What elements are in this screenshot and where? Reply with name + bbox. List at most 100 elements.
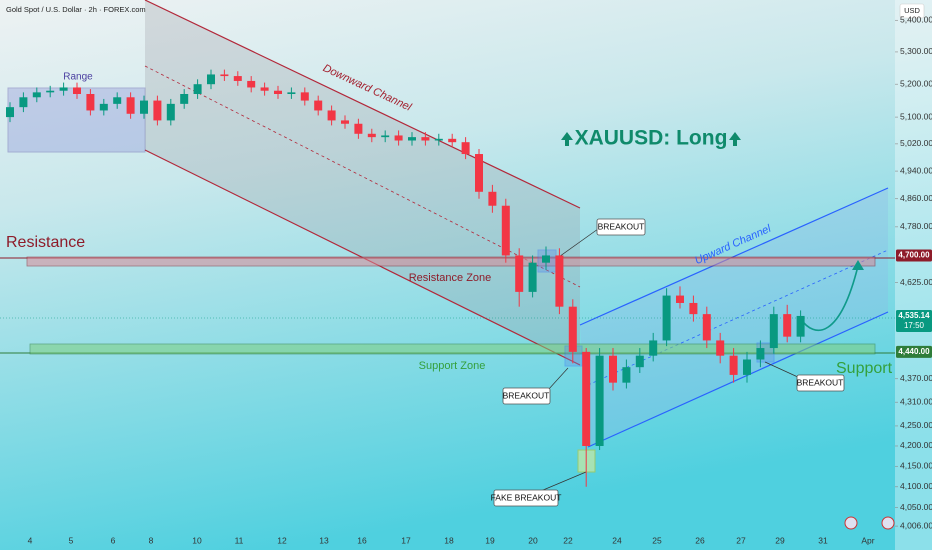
event-icon[interactable]	[881, 516, 895, 530]
resistance-zone	[26, 256, 876, 267]
callout-box	[796, 374, 845, 392]
y-tick-label: 5,020.00	[900, 138, 932, 148]
candle-body	[689, 302, 698, 315]
candles	[6, 69, 805, 487]
callout-leader	[547, 367, 569, 391]
candle-body	[86, 94, 95, 111]
candle-body	[408, 137, 416, 141]
candle-body	[140, 100, 148, 114]
x-tick-label: 29	[775, 535, 785, 545]
callout: BREAKOUT	[796, 374, 845, 392]
headline: XAUUSD: Long	[575, 127, 728, 150]
candle-body	[676, 295, 684, 303]
candle-body	[354, 123, 363, 134]
candle-body	[756, 348, 765, 360]
x-tick-label: 26	[695, 535, 705, 545]
x-tick-label: 25	[652, 535, 662, 545]
upward-channel-fill	[580, 188, 888, 447]
candle-body	[220, 74, 229, 77]
candle-body	[113, 97, 122, 104]
callout-box	[596, 218, 646, 236]
callout-leader	[555, 228, 599, 260]
candle-body	[595, 355, 604, 446]
price-axis	[895, 0, 932, 550]
candle-body	[381, 135, 390, 138]
candle-body	[769, 314, 778, 349]
candle-body	[649, 340, 658, 356]
x-tick-label: 19	[485, 535, 495, 545]
candle-body	[743, 359, 751, 375]
x-tick-label: 24	[612, 535, 622, 545]
candle-body	[59, 87, 68, 91]
callout: FAKE BREAKOUT	[491, 489, 562, 507]
x-tick-label: 27	[736, 535, 746, 545]
currency-badge[interactable]	[899, 3, 925, 19]
x-tick-label: 6	[111, 535, 116, 545]
y-tick-label: 4,150.00	[900, 461, 932, 471]
candle-body	[796, 315, 805, 337]
event-icon[interactable]	[844, 516, 858, 530]
price-tag	[896, 249, 932, 262]
y-tick-label: 5,100.00	[900, 111, 932, 121]
y-tick-label: 4,370.00	[900, 373, 932, 383]
callout-text: BREAKOUT	[503, 390, 550, 400]
candle-body	[126, 97, 135, 114]
candle-body	[434, 138, 443, 141]
candle-body	[153, 100, 162, 121]
candle-body	[247, 80, 256, 88]
candle-body	[609, 355, 617, 383]
y-tick-label: 4,050.00	[900, 502, 932, 512]
x-tick-label: 8	[149, 535, 154, 545]
candle-body	[233, 76, 242, 81]
price-tag	[896, 345, 932, 358]
candle-body	[568, 306, 577, 352]
candle-body	[515, 255, 524, 292]
y-tick-label: 4,100.00	[900, 481, 932, 491]
callout-text: FAKE BREAKOUT	[491, 492, 562, 502]
channel-line	[587, 311, 889, 448]
resistance-label: Resistance	[6, 234, 85, 251]
candle-body	[394, 135, 403, 141]
callout-text: BREAKOUT	[797, 377, 844, 387]
price-tag	[896, 309, 932, 332]
candle-body	[287, 92, 296, 95]
y-tick-label: 4,006.00	[900, 520, 932, 530]
candle-body	[327, 110, 336, 121]
candle-body	[99, 103, 108, 111]
price-tag-time: 17:50	[904, 321, 925, 330]
candle-body	[207, 74, 215, 85]
x-tick-label: 17	[401, 535, 411, 545]
up-arrow-icon	[561, 132, 573, 146]
price-tag-label: 4,535.14	[898, 311, 930, 320]
candle-body	[300, 92, 309, 101]
callout-box	[493, 489, 559, 507]
candle-body	[6, 107, 14, 118]
callout: BREAKOUT	[596, 218, 646, 236]
y-tick-label: 4,625.00	[900, 277, 932, 287]
candle-body	[542, 255, 550, 263]
price-tag-label: 4,440.00	[898, 347, 930, 356]
y-tick-label: 4,780.00	[900, 221, 932, 231]
candle-body	[193, 84, 202, 95]
range-label: Range	[63, 72, 93, 83]
x-tick-label: 5	[69, 535, 74, 545]
y-tick-label: 5,200.00	[900, 78, 932, 88]
projection-arrowhead	[852, 260, 864, 270]
y-tick-label: 4,940.00	[900, 165, 932, 175]
y-tick-label: 5,300.00	[900, 46, 932, 56]
candle-body	[46, 90, 55, 93]
callout-text: BREAKOUT	[598, 221, 645, 231]
x-tick-label: 18	[444, 535, 454, 545]
support-zone-label: Support Zone	[419, 360, 486, 372]
candle-body	[622, 367, 631, 383]
y-tick-label: 4,310.00	[900, 396, 932, 406]
x-tick-label: 31	[818, 535, 828, 545]
x-tick-label: 22	[563, 535, 573, 545]
candle-body	[528, 262, 537, 292]
candle-body	[421, 137, 430, 141]
candle-body	[32, 92, 41, 98]
candle-body	[501, 205, 510, 256]
y-tick-label: 4,860.00	[900, 193, 932, 203]
y-tick-label: 4,250.00	[900, 420, 932, 430]
